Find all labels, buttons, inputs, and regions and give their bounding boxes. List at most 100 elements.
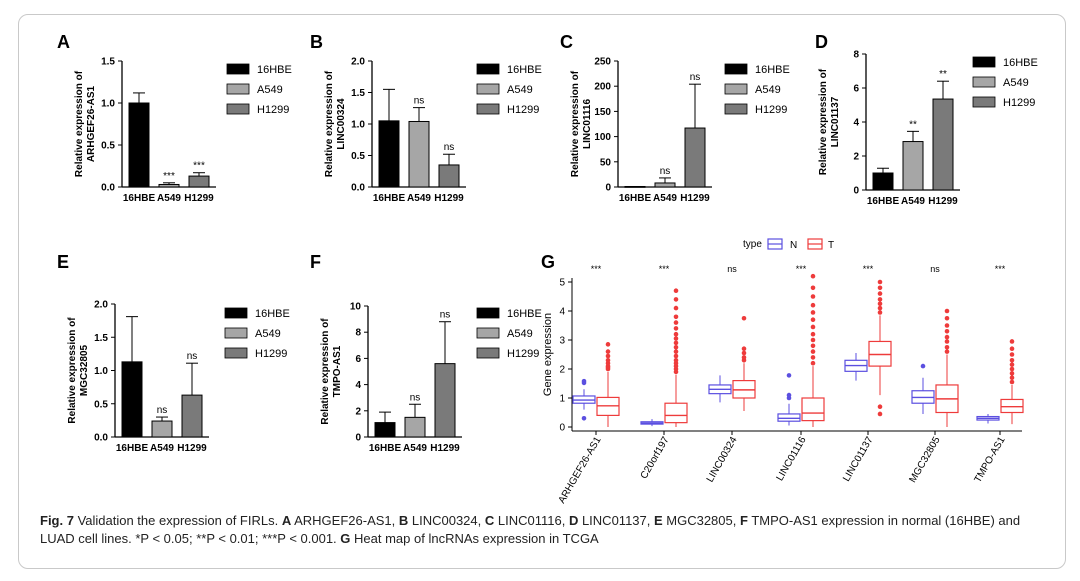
caption-fig-label: Fig. 7	[40, 513, 74, 528]
y-tick-label: 0.5	[101, 141, 115, 152]
bar	[872, 172, 894, 191]
significance-label: ***	[995, 264, 1006, 274]
legend-label: 16HBE	[257, 64, 292, 76]
bar	[902, 141, 924, 191]
outlier-point	[1009, 371, 1015, 376]
x-tick-label: 16HBE	[619, 193, 652, 204]
outlier-point	[673, 288, 679, 294]
x-tick-label: 16HBE	[867, 196, 900, 207]
caption-part: B	[398, 513, 409, 528]
y-axis-label: Relative expression ofLINC00324	[324, 70, 347, 177]
caption-part: LINC00324,	[408, 513, 485, 528]
outlier-point	[877, 297, 883, 302]
x-tick-label: A549	[901, 196, 925, 207]
y-tick-label: 0.5	[94, 399, 108, 410]
box	[777, 413, 801, 422]
y-tick-label: 2	[559, 365, 565, 376]
outlier-point	[944, 329, 950, 334]
y-tick-label: 0.0	[101, 183, 115, 194]
outlier-point	[741, 355, 747, 360]
y-tick-label: 8	[853, 50, 859, 61]
y-tick-label: 8	[355, 328, 361, 339]
outlier-point	[810, 310, 816, 315]
box-N	[572, 378, 596, 421]
significance-label: ns	[690, 72, 701, 83]
y-axis-label-line2: LINC01116	[582, 99, 593, 149]
y-tick-label: 200	[594, 82, 611, 93]
y-axis-label: Relative expression ofTMPO-AS1	[320, 318, 343, 425]
outlier-point	[1009, 352, 1015, 357]
outlier-point	[877, 301, 883, 307]
panel-F: F 0 2 4 6 8 10 Relative expression ofTMPO-AS1 16…	[310, 252, 542, 454]
outlier-point	[944, 315, 950, 321]
bar	[151, 420, 173, 438]
box-N	[976, 413, 1000, 424]
x-tick-label: H1299	[430, 443, 460, 454]
y-tick-label: 6	[853, 84, 859, 95]
x-tick-label: ARHGEF26-AS1	[557, 435, 604, 506]
significance-label: ***	[863, 264, 874, 274]
box-N	[777, 373, 801, 426]
y-axis-label-line1: Relative expression of	[320, 318, 331, 425]
legend-label: H1299	[507, 104, 539, 116]
y-axis-label-line1: Relative expression of	[324, 70, 335, 177]
y-tick-label: 150	[594, 107, 611, 118]
outlier-point	[581, 380, 587, 386]
outlier-point	[605, 349, 611, 354]
outlier-point	[605, 358, 611, 363]
outlier-point	[810, 273, 816, 279]
outlier-point	[877, 411, 883, 417]
outlier-point	[810, 302, 816, 308]
x-tick-label: LINC01137	[841, 435, 876, 484]
legend-swatch	[476, 63, 500, 75]
outlier-point	[673, 326, 679, 331]
outlier-point	[920, 363, 926, 369]
outlier-point	[944, 339, 950, 344]
y-axis-label-line2: MGC32805	[79, 344, 90, 396]
legend-swatch	[476, 327, 500, 339]
legend-label: 16HBE	[507, 308, 542, 320]
outlier-point	[944, 308, 950, 314]
outlier-point	[673, 314, 679, 320]
legend-swatch	[476, 307, 500, 319]
y-axis-label-line2: LINC00324	[336, 98, 347, 150]
y-tick-label: 1.0	[351, 120, 365, 131]
x-tick-label: 16HBE	[123, 193, 156, 204]
significance-label: ns	[414, 96, 425, 107]
y-tick-label: 0	[853, 186, 859, 197]
y-tick-label: 2.0	[94, 300, 108, 311]
legend-swatch	[724, 103, 748, 115]
box-N	[844, 353, 868, 381]
outlier-point	[673, 349, 679, 354]
outlier-point	[673, 336, 679, 341]
figure-caption: Fig. 7 Validation the expression of FIRL…	[40, 512, 1040, 548]
bar	[404, 416, 426, 438]
x-tick-label: 16HBE	[116, 443, 149, 454]
outlier-point	[1009, 375, 1015, 381]
panel-E: E 0.0 0.5 1.0 1.5 2.0 Relative expression ofMG…	[57, 252, 290, 454]
bar	[624, 185, 646, 188]
y-axis-label-line2: ARHGEF26-AS1	[86, 86, 97, 163]
outlier-point	[1009, 358, 1015, 363]
legend-label: 16HBE	[507, 64, 542, 76]
x-tick-label: LINC00324	[705, 435, 740, 485]
outlier-point	[810, 343, 816, 349]
bar	[181, 394, 203, 438]
y-tick-label: 3	[559, 336, 565, 347]
legend-swatch	[226, 63, 250, 75]
y-tick-label: 1.5	[351, 88, 365, 99]
caption-part: Validation the expression of FIRLs.	[73, 513, 282, 528]
box	[868, 340, 892, 367]
bar	[408, 120, 430, 188]
y-tick-label: 2	[853, 152, 859, 163]
outlier-point	[673, 344, 679, 350]
significance-label: ns	[187, 351, 198, 362]
bar	[378, 120, 400, 188]
x-tick-label: 16HBE	[369, 443, 402, 454]
legend-label: A549	[507, 84, 533, 96]
outlier-point	[877, 310, 883, 315]
outlier-point	[877, 285, 883, 291]
legend-label: H1299	[257, 104, 289, 116]
y-tick-label: 4	[559, 307, 565, 318]
